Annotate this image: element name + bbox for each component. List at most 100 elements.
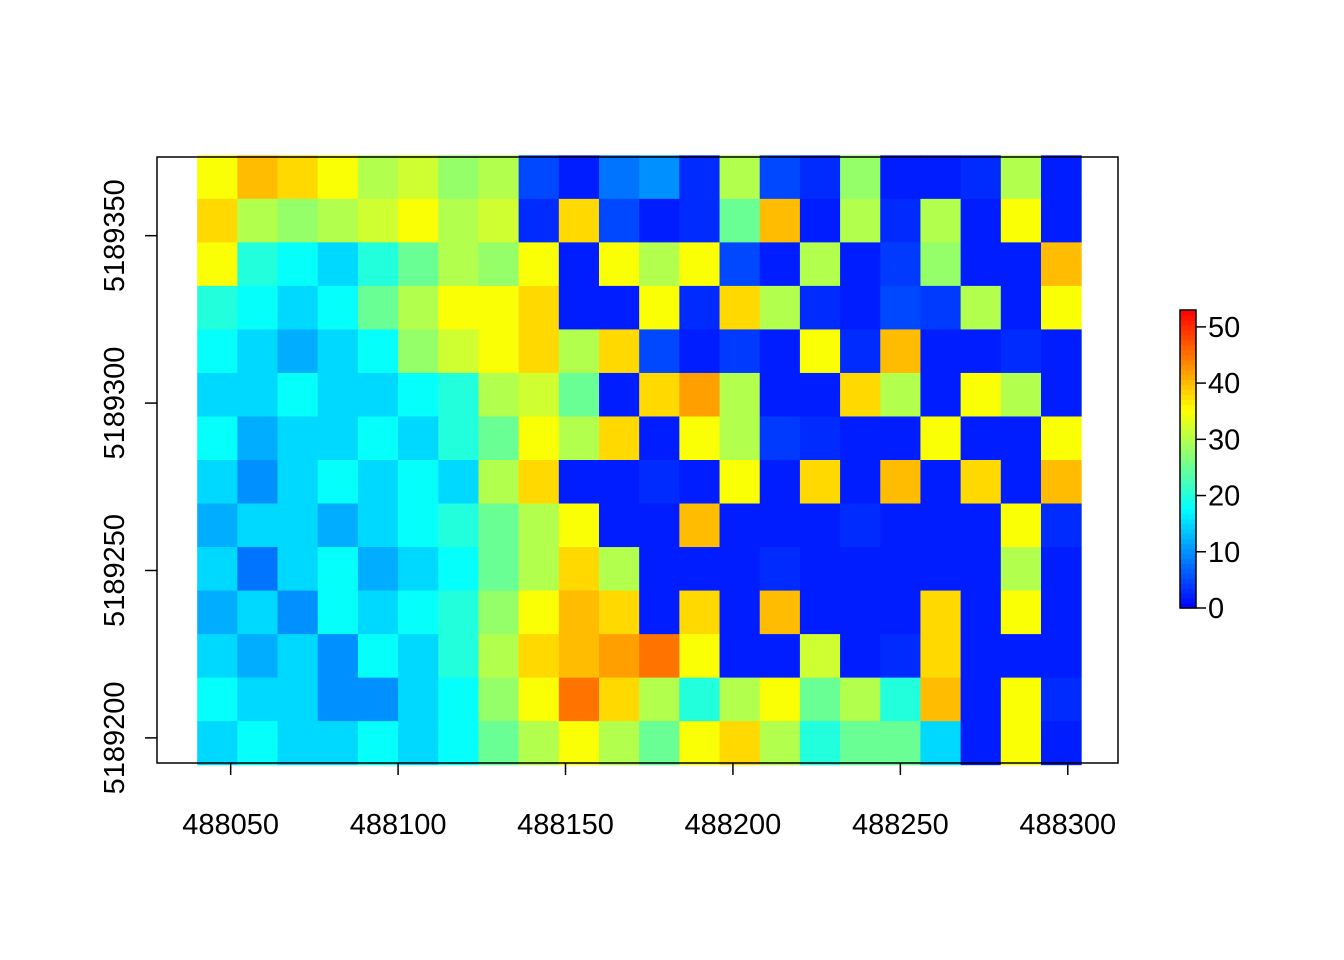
colorbar-step [1180, 339, 1196, 346]
raster-cell [558, 329, 600, 374]
raster-cell [598, 634, 640, 679]
raster-cell [237, 285, 279, 330]
colorbar-tick-label: 50 [1208, 312, 1240, 344]
raster-cell [639, 155, 680, 200]
raster-cell [960, 634, 1002, 679]
colorbar-step [1180, 518, 1196, 525]
raster-cell [398, 460, 439, 505]
raster-cell [1000, 416, 1042, 461]
raster-cell [799, 198, 841, 243]
raster-cell [558, 721, 600, 766]
raster-cell [960, 285, 1002, 330]
raster-cell [317, 590, 359, 635]
raster-cell [1040, 721, 1082, 766]
colorbar-step [1180, 389, 1196, 396]
raster-cell [759, 155, 801, 200]
raster-cell [920, 721, 962, 766]
raster-cell [558, 590, 600, 635]
raster-cell [558, 242, 600, 287]
colorbar-step [1180, 454, 1196, 460]
raster-cell [438, 285, 479, 330]
raster-cell [799, 721, 841, 766]
colorbar-step [1180, 573, 1196, 579]
raster-cell [719, 372, 761, 417]
colorbar-step [1180, 563, 1196, 569]
raster-cell [478, 460, 520, 505]
raster-cell [880, 677, 921, 722]
raster-cell [719, 634, 761, 679]
raster-cell [357, 547, 399, 592]
raster-cell [478, 155, 520, 200]
raster-cell [277, 503, 319, 548]
raster-cell [679, 503, 721, 548]
raster-cell [478, 677, 520, 722]
colorbar-step [1180, 449, 1196, 455]
raster-cell [558, 460, 600, 505]
raster-cell [920, 285, 962, 330]
raster-cell [880, 721, 921, 766]
raster-cell [799, 372, 841, 417]
raster-cell [840, 503, 881, 548]
raster-cell [1040, 285, 1082, 330]
raster-cell [357, 677, 399, 722]
raster-cell [478, 721, 520, 766]
raster-cell [357, 285, 399, 330]
raster-cell [840, 590, 881, 635]
raster-cell [920, 503, 962, 548]
raster-cell [719, 416, 761, 461]
raster-cell [639, 329, 680, 374]
raster-cell [398, 329, 439, 374]
raster-cell [237, 198, 279, 243]
raster-cell [277, 721, 319, 766]
colorbar-step [1180, 488, 1196, 495]
raster-cell [719, 721, 761, 766]
colorbar-step [1180, 369, 1196, 376]
raster-cell [518, 590, 560, 635]
colorbar-frame [1179, 309, 1197, 609]
raster-cell [920, 416, 962, 461]
raster-cell [960, 372, 1002, 417]
raster-cell [679, 721, 721, 766]
colorbar-step [1180, 359, 1196, 366]
colorbar-step [1180, 528, 1196, 535]
raster-cell [478, 503, 520, 548]
colorbar-step [1180, 498, 1196, 505]
raster-cell [598, 329, 640, 374]
raster-cell [960, 503, 1002, 548]
raster-cell [478, 547, 520, 592]
y-tick-label: 5189250 [99, 514, 131, 627]
raster-cell [478, 198, 520, 243]
raster-cell [438, 242, 479, 287]
colorbar-step [1180, 349, 1196, 356]
raster-cell [880, 198, 921, 243]
raster-cell [920, 242, 962, 287]
raster-cell [759, 329, 801, 374]
raster-cell [398, 372, 439, 417]
raster-cell [840, 242, 881, 287]
raster-cell [960, 416, 1002, 461]
raster-cell [518, 460, 560, 505]
raster-cell [799, 329, 841, 374]
colorbar-step [1180, 459, 1196, 465]
raster-cell [639, 677, 680, 722]
raster-cell [799, 634, 841, 679]
raster-cell [639, 721, 680, 766]
raster [197, 155, 1082, 766]
raster-cell [518, 634, 560, 679]
colorbar-step [1180, 319, 1196, 326]
raster-cell [598, 721, 640, 766]
colorbar-step [1180, 434, 1196, 440]
raster-cell [639, 634, 680, 679]
raster-cell [398, 198, 439, 243]
raster-cell [679, 198, 721, 243]
raster-cell [639, 547, 680, 592]
colorbar-step [1180, 399, 1196, 405]
raster-cell [759, 503, 801, 548]
raster-cell [759, 590, 801, 635]
raster-cell [317, 416, 359, 461]
raster-cell [317, 372, 359, 417]
colorbar-step [1180, 414, 1196, 420]
raster-cell [598, 372, 640, 417]
raster-cell [840, 198, 881, 243]
raster-cell [880, 590, 921, 635]
